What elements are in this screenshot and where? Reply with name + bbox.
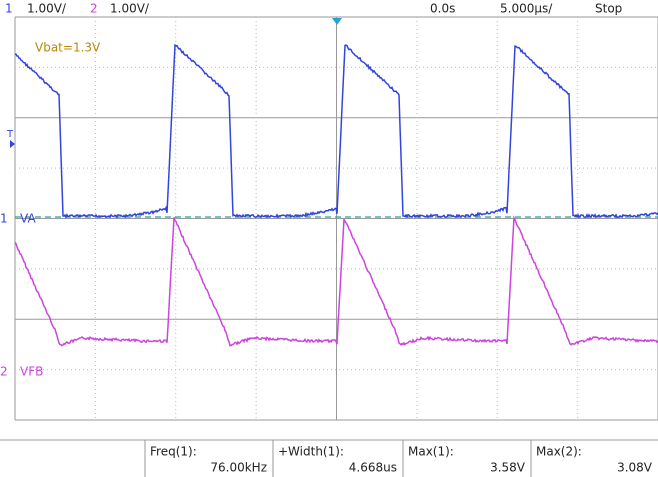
measurements: Freq(1): 76.00kHz +Width(1): 4.668us Max(1):…: [144, 440, 653, 477]
ch1-marker: 1: [0, 212, 8, 226]
ch1-scale: 1.00V/: [27, 2, 67, 16]
trigger-arrow: [10, 140, 15, 148]
measurement-value: 76.00kHz: [210, 461, 267, 475]
trigger-position-marker: [332, 18, 342, 25]
ch1-waveform: [15, 43, 658, 219]
ch1-name: VA: [20, 212, 36, 226]
ch2-number: 2: [90, 2, 98, 16]
time-scale: 5.000µs/: [500, 2, 553, 16]
measurement-value: 3.08V: [617, 461, 653, 475]
ch1-number: 1: [5, 2, 13, 16]
graticule: [14, 16, 658, 421]
measurement-label: Max(1):: [408, 445, 454, 459]
run-status: Stop: [595, 2, 622, 16]
ch2-waveform: [14, 215, 658, 347]
measurement-value: 3.58V: [490, 461, 526, 475]
ch2-scale: 1.00V/: [110, 2, 150, 16]
trigger-level-marker: T: [6, 129, 14, 140]
time-offset: 0.0s: [430, 2, 455, 16]
measurement-label: Freq(1):: [150, 445, 197, 459]
ch2-name: VFB: [20, 365, 43, 379]
measurement-value: 4.668us: [349, 461, 397, 475]
annotation: Vbat=1.3V: [35, 41, 101, 55]
ch2-marker: 2: [0, 365, 8, 379]
measurement-label: Max(2):: [536, 445, 582, 459]
measurement-label: +Width(1):: [278, 445, 344, 459]
